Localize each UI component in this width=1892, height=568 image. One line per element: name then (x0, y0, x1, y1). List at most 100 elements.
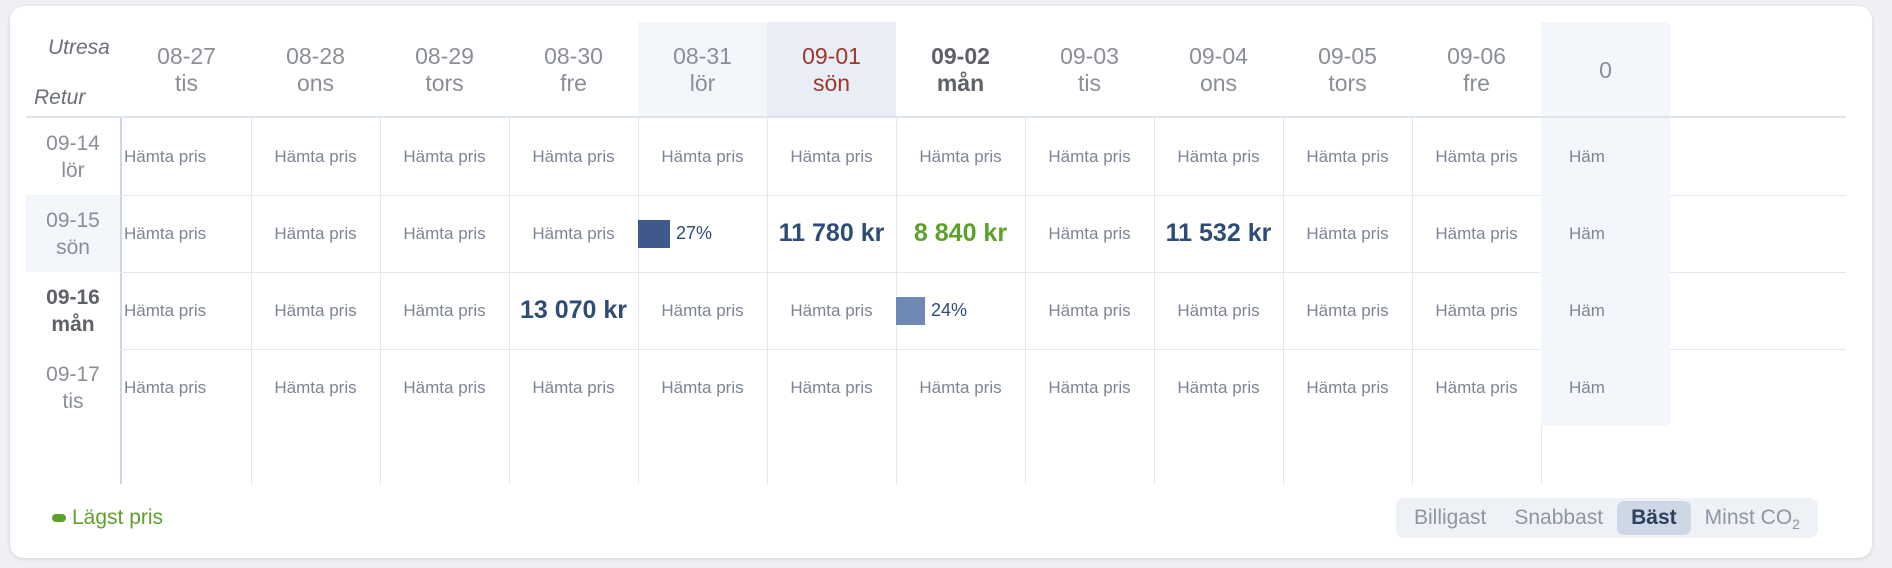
return-date-header[interactable]: 09-15 sön (26, 195, 120, 272)
price-cell[interactable]: 11 780 kr (778, 219, 885, 247)
fetch-price-cell[interactable]: Hämta pris (532, 223, 615, 243)
outbound-weekday: tis (175, 70, 198, 96)
fetch-price-cell[interactable]: Hämta pris (919, 146, 1002, 166)
fetch-price-cell[interactable]: Hämta pris (1048, 146, 1131, 166)
outbound-date: 09-05 (1318, 43, 1377, 69)
column-divider (1025, 118, 1026, 484)
loading-progress-cell[interactable]: 24% (896, 272, 1025, 349)
outbound-label: Utresa (48, 36, 110, 59)
fetch-price-cell[interactable]: Hämta pris (1048, 300, 1131, 320)
fetch-price-cell[interactable]: Hämta pris (1048, 223, 1131, 243)
grid-corner: Utresa Retur (26, 22, 120, 116)
outbound-date: 09-06 (1447, 43, 1506, 69)
fetch-price-cell[interactable]: Hämta pris (1177, 377, 1260, 397)
fetch-price-cell[interactable]: Hämta pris (790, 300, 873, 320)
fetch-price-cell[interactable]: Hämta pris (1306, 223, 1389, 243)
row-header-divider (120, 118, 122, 484)
legend-lowest-price: Lägst pris (52, 506, 163, 530)
return-date: 09-14 (46, 131, 100, 155)
sort-option-cheapest[interactable]: Billigast (1400, 501, 1500, 535)
column-divider (509, 118, 510, 484)
outbound-weekday: tis (1078, 70, 1101, 96)
outbound-date-header[interactable]: 08-30 fre (509, 22, 638, 116)
fetch-price-cell[interactable]: Hämta pris (919, 377, 1002, 397)
sort-option-label: Minst CO (1704, 506, 1793, 529)
return-date-header[interactable]: 09-16 mån (26, 272, 120, 349)
outbound-date: 08-29 (415, 43, 474, 69)
fetch-price-cell[interactable]: Hämta pris (1306, 377, 1389, 397)
outbound-date-header[interactable]: 08-31 lör (638, 22, 767, 116)
outbound-date-header[interactable]: 08-28 ons (251, 22, 380, 116)
fetch-price-cell[interactable]: Hämta pris (274, 377, 357, 397)
outbound-date-header[interactable]: 08-29 tors (380, 22, 509, 116)
loading-progress-cell[interactable]: 27% (638, 195, 767, 272)
column-divider (638, 118, 639, 484)
outbound-weekday: sön (812, 70, 851, 96)
fetch-price-cell[interactable]: Hämta pris (532, 146, 615, 166)
fetch-price-cell[interactable]: Häm (1541, 272, 1670, 349)
outbound-weekday: ons (1199, 70, 1238, 96)
row-divider (120, 349, 1846, 350)
outbound-date-header[interactable]: 09-05 tors (1283, 22, 1412, 116)
fetch-price-cell[interactable]: Hämta pris (1048, 377, 1131, 397)
fetch-price-cell[interactable]: Hämta pris (1435, 146, 1518, 166)
sort-option-best[interactable]: Bäst (1617, 501, 1691, 535)
price-matrix: Utresa Retur 08-27 tis 08-28 ons 08-29 tors 08… (26, 22, 1846, 484)
date-price-grid-card: Utresa Retur 08-27 tis 08-28 ons 08-29 tors 08… (10, 6, 1872, 558)
fetch-price-cell[interactable]: Hämta pris (124, 300, 207, 320)
outbound-date-header[interactable]: 09-03 tis (1025, 22, 1154, 116)
fetch-price-cell[interactable]: Hämta pris (274, 146, 357, 166)
return-date-header[interactable]: 09-17 tis (26, 349, 120, 426)
fetch-price-cell[interactable]: Häm (1541, 118, 1670, 195)
fetch-price-cell[interactable]: Hämta pris (274, 223, 357, 243)
outbound-date-header[interactable]: 09-06 fre (1412, 22, 1541, 116)
outbound-date-header[interactable]: 09-04 ons (1154, 22, 1283, 116)
fetch-price-cell[interactable]: Hämta pris (661, 146, 744, 166)
fetch-price-cell[interactable]: Hämta pris (1435, 300, 1518, 320)
sort-option-label: Billigast (1414, 506, 1487, 529)
outbound-date: 08-27 (157, 43, 216, 69)
sort-option-least-co2[interactable]: Minst CO2 (1691, 501, 1814, 535)
fetch-price-cell[interactable]: Hämta pris (403, 223, 486, 243)
fetch-price-cell[interactable]: Hämta pris (1306, 146, 1389, 166)
column-divider (767, 118, 768, 484)
progress-percent: 24% (931, 300, 968, 320)
fetch-price-cell[interactable]: Hämta pris (1435, 377, 1518, 397)
fetch-price-cell[interactable]: Hämta pris (1435, 223, 1518, 243)
row-divider (120, 195, 1846, 196)
fetch-price-cell[interactable]: Hämta pris (403, 377, 486, 397)
outbound-weekday: tors (425, 70, 464, 96)
fetch-price-cell[interactable]: Hämta pris (403, 300, 486, 320)
lowest-price-cell[interactable]: 8 840 kr (913, 219, 1008, 247)
outbound-date-header[interactable]: 09-02 mån (896, 22, 1025, 116)
fetch-price-cell[interactable]: Hämta pris (661, 377, 744, 397)
return-date-header[interactable]: 09-14 lör (26, 118, 120, 195)
fetch-price-cell[interactable]: Hämta pris (124, 146, 207, 166)
price-cell[interactable]: 13 070 kr (519, 296, 628, 324)
column-divider (380, 118, 381, 484)
sort-option-label: Snabbast (1514, 506, 1604, 529)
fetch-price-cell[interactable]: Hämta pris (790, 377, 873, 397)
fetch-price-cell[interactable]: Hämta pris (661, 300, 744, 320)
fetch-price-cell[interactable]: Häm (1541, 349, 1670, 426)
outbound-date-header[interactable]: 09-01 sön (767, 22, 896, 116)
fetch-price-cell[interactable]: Hämta pris (1177, 146, 1260, 166)
fetch-price-cell[interactable]: Hämta pris (124, 377, 207, 397)
fetch-price-cell[interactable]: Hämta pris (274, 300, 357, 320)
fetch-price-cell[interactable]: Häm (1541, 195, 1670, 272)
price-cell[interactable]: 11 532 kr (1165, 219, 1272, 247)
header-divider (26, 116, 1846, 118)
outbound-date-header[interactable]: 08-27 tis (122, 22, 251, 116)
fetch-price-cell[interactable]: Hämta pris (1177, 300, 1260, 320)
fetch-price-cell[interactable]: Hämta pris (124, 223, 207, 243)
outbound-date-header[interactable]: 0 (1541, 22, 1670, 116)
lowest-price-dot-icon (52, 514, 66, 522)
return-weekday: mån (51, 312, 95, 336)
fetch-price-cell[interactable]: Hämta pris (532, 377, 615, 397)
fetch-price-cell[interactable]: Hämta pris (403, 146, 486, 166)
legend-label: Lägst pris (72, 506, 164, 529)
fetch-price-cell[interactable]: Hämta pris (1306, 300, 1389, 320)
sort-option-fastest[interactable]: Snabbast (1500, 501, 1617, 535)
fetch-price-cell[interactable]: Hämta pris (790, 146, 873, 166)
outbound-date: 09-02 (931, 43, 990, 69)
